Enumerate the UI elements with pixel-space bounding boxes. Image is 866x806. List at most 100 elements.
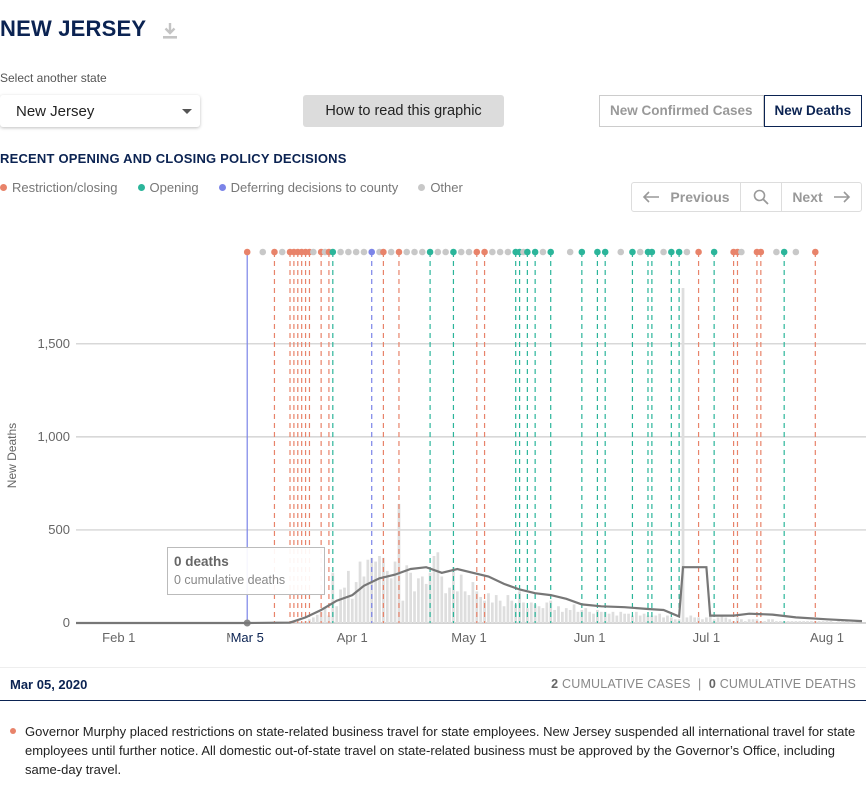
- daily-deaths-bar: [654, 615, 658, 623]
- y-tick-label: 1,000: [37, 429, 70, 444]
- policy-event-dot[interactable]: [757, 248, 765, 256]
- previous-button[interactable]: Previous: [632, 183, 741, 211]
- policy-event-dot[interactable]: [387, 248, 395, 256]
- policy-event-dot[interactable]: [636, 248, 644, 256]
- policy-event-dot[interactable]: [345, 248, 352, 256]
- y-tick-label: 500: [48, 522, 70, 537]
- policy-event-dot[interactable]: [524, 248, 531, 256]
- policy-event-dot[interactable]: [310, 248, 317, 256]
- policy-event-dot[interactable]: [411, 248, 418, 256]
- daily-deaths-bar: [716, 617, 720, 623]
- download-icon[interactable]: [162, 22, 178, 40]
- daily-deaths-bar: [623, 613, 627, 623]
- daily-deaths-bar: [833, 622, 837, 623]
- daily-deaths-bar: [584, 608, 588, 623]
- policy-event-dot[interactable]: [368, 248, 376, 256]
- policy-event-dot[interactable]: [780, 248, 788, 256]
- policy-event-dot[interactable]: [547, 248, 555, 256]
- daily-deaths-bar: [747, 619, 751, 623]
- daily-deaths-bar: [724, 617, 728, 623]
- toggle-new-cases[interactable]: New Confirmed Cases: [599, 95, 764, 127]
- policy-event-dot[interactable]: [442, 248, 449, 256]
- daily-deaths-bar: [311, 617, 315, 623]
- policy-event-dot[interactable]: [594, 248, 601, 256]
- x-tick-label: Feb 1: [102, 630, 135, 645]
- daily-deaths-bar: [697, 617, 700, 623]
- daily-deaths-bar: [432, 556, 436, 623]
- daily-deaths-bar: [728, 619, 732, 623]
- policy-event-dot[interactable]: [337, 248, 344, 256]
- policy-event-dot[interactable]: [792, 248, 800, 256]
- policy-event-dot[interactable]: [329, 248, 337, 256]
- policy-event-dot[interactable]: [481, 248, 488, 256]
- daily-deaths-bar: [506, 595, 510, 623]
- metric-toggle: New Confirmed Cases New Deaths: [599, 95, 863, 127]
- policy-event-dot[interactable]: [531, 248, 539, 256]
- policy-event-dot[interactable]: [473, 248, 481, 256]
- daily-deaths-bar: [829, 621, 833, 623]
- policy-event-dot[interactable]: [675, 248, 683, 256]
- daily-deaths-bar: [339, 589, 342, 623]
- policy-event-dot[interactable]: [648, 248, 656, 256]
- daily-deaths-bar: [440, 576, 444, 623]
- x-tick-label: Jun 1: [574, 630, 606, 645]
- policy-event-dot[interactable]: [259, 248, 267, 256]
- next-button[interactable]: Next: [782, 183, 861, 211]
- daily-deaths-bar: [611, 611, 615, 623]
- toggle-new-deaths[interactable]: New Deaths: [763, 95, 863, 127]
- restriction-bullet-icon: [10, 728, 16, 734]
- policy-event-dot[interactable]: [278, 248, 286, 256]
- policy-event-dot[interactable]: [629, 248, 636, 256]
- policy-event-dot[interactable]: [710, 248, 718, 256]
- policy-event-dot[interactable]: [489, 248, 496, 256]
- cumulative-cases-number: 2: [551, 677, 559, 691]
- cumulative-cases-label: CUMULATIVE CASES: [561, 677, 691, 691]
- policy-event-dot[interactable]: [426, 248, 434, 256]
- policy-event-dot[interactable]: [403, 248, 411, 256]
- policy-event-dot[interactable]: [812, 248, 819, 256]
- policy-event-dot[interactable]: [617, 248, 625, 256]
- opening-dot-icon: [137, 184, 145, 191]
- how-to-read-button[interactable]: How to read this graphic: [303, 95, 504, 127]
- policy-event-dot[interactable]: [457, 248, 465, 256]
- daily-deaths-bar: [599, 611, 603, 623]
- policy-event-dot[interactable]: [243, 248, 251, 256]
- policy-event-dot[interactable]: [504, 248, 512, 256]
- legend-restriction: Restriction/closing: [0, 180, 118, 195]
- policy-event-dot[interactable]: [578, 248, 586, 256]
- policy-event-dot[interactable]: [566, 248, 574, 256]
- daily-deaths-bar: [561, 611, 564, 623]
- policy-event-dot[interactable]: [434, 248, 442, 256]
- caret-down-icon: [182, 109, 192, 114]
- policy-event-dot[interactable]: [496, 248, 504, 256]
- daily-deaths-bar: [494, 595, 498, 623]
- policy-pager: Previous Next: [631, 182, 862, 212]
- policy-event-dot[interactable]: [465, 248, 473, 256]
- x-tick-label: Jul 1: [693, 630, 720, 645]
- policy-event-dot[interactable]: [352, 248, 360, 256]
- policy-event-dot[interactable]: [539, 248, 547, 256]
- policy-event-dot[interactable]: [380, 248, 387, 256]
- policy-event-dot[interactable]: [395, 248, 403, 256]
- cumulative-deaths-label: CUMULATIVE DEATHS: [719, 677, 856, 691]
- search-button[interactable]: [741, 183, 782, 211]
- policy-event-dot[interactable]: [695, 248, 702, 256]
- policy-event-dot[interactable]: [360, 248, 368, 256]
- daily-deaths-bar: [510, 600, 514, 623]
- daily-deaths-bar: [701, 619, 704, 623]
- policy-event-dot[interactable]: [738, 248, 745, 256]
- state-select[interactable]: New Jersey: [0, 95, 200, 127]
- policy-event-dot[interactable]: [668, 248, 675, 256]
- policy-event-dot[interactable]: [601, 248, 609, 256]
- policy-event-dot[interactable]: [419, 248, 426, 256]
- policy-event-dot[interactable]: [773, 248, 780, 256]
- policy-event-dot[interactable]: [660, 248, 667, 256]
- daily-deaths-bar: [720, 615, 724, 623]
- policy-event-dot[interactable]: [450, 248, 457, 256]
- x-tick-label: May 1: [451, 630, 486, 645]
- policy-event-dot[interactable]: [271, 248, 278, 256]
- policy-event-dot[interactable]: [683, 248, 691, 256]
- daily-deaths-bar: [650, 615, 654, 623]
- legend-label: Opening: [149, 180, 199, 195]
